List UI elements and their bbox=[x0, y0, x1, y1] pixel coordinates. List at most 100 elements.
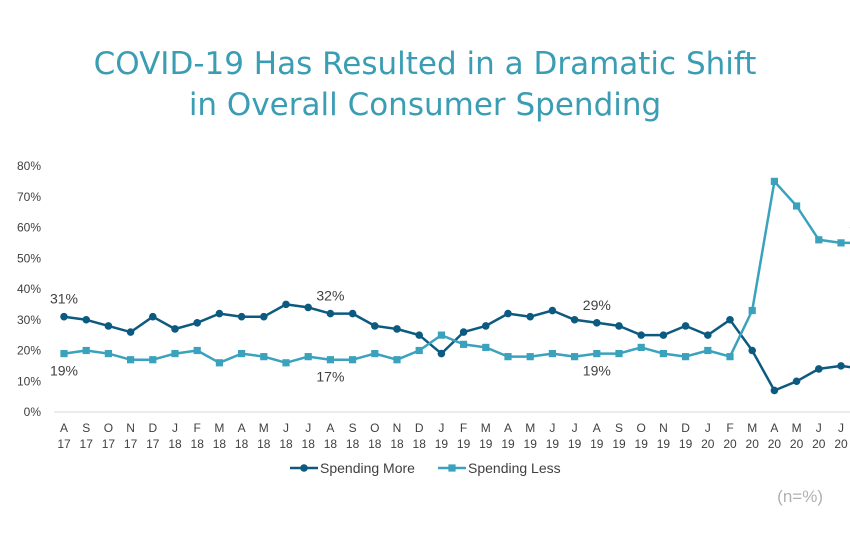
x-tick-month-label: N bbox=[659, 421, 668, 435]
x-tick-year-label: 18 bbox=[213, 437, 227, 451]
data-point-spending-more bbox=[126, 328, 135, 336]
legend-label-spending-more: Spending More bbox=[320, 460, 415, 476]
data-point-spending-less bbox=[637, 343, 645, 352]
data-point-spending-more bbox=[659, 331, 668, 339]
data-point-spending-more bbox=[704, 331, 712, 339]
x-tick-year-label: 17 bbox=[146, 437, 160, 451]
data-point-spending-more bbox=[726, 315, 734, 324]
data-point-spending-more bbox=[371, 322, 379, 330]
data-label: 32% bbox=[316, 288, 344, 304]
data-point-spending-more bbox=[282, 300, 290, 309]
x-tick-year-label: 20 bbox=[768, 437, 782, 451]
data-point-spending-more bbox=[748, 346, 756, 355]
legend-marker-spending-less bbox=[448, 464, 456, 472]
x-tick-year-label: 18 bbox=[257, 437, 271, 451]
data-point-spending-less bbox=[526, 353, 534, 361]
x-tick-month-label: J bbox=[305, 421, 311, 435]
x-tick-month-label: J bbox=[572, 421, 578, 435]
data-point-spending-less bbox=[393, 356, 401, 364]
data-point-spending-more bbox=[193, 319, 201, 327]
y-tick-label: 0% bbox=[24, 405, 42, 419]
data-point-spending-more bbox=[304, 303, 313, 312]
data-point-spending-more bbox=[393, 325, 401, 333]
x-tick-year-label: 18 bbox=[279, 437, 293, 451]
data-point-spending-more bbox=[459, 328, 468, 336]
x-tick-month-label: J bbox=[838, 421, 844, 435]
data-point-spending-more bbox=[215, 309, 224, 318]
x-tick-month-label: M bbox=[525, 421, 535, 435]
data-point-spending-less bbox=[104, 349, 112, 358]
x-tick-year-label: 20 bbox=[701, 437, 715, 451]
data-point-spending-less bbox=[593, 349, 601, 358]
x-tick-year-label: 19 bbox=[590, 437, 604, 451]
x-tick-month-label: J bbox=[705, 421, 711, 435]
data-point-spending-less bbox=[82, 346, 90, 355]
x-tick-month-label: A bbox=[326, 421, 334, 435]
x-tick-month-label: A bbox=[60, 421, 68, 435]
x-tick-year-label: 19 bbox=[657, 437, 671, 451]
x-tick-month-label: F bbox=[194, 421, 201, 435]
x-tick-month-label: O bbox=[104, 421, 113, 435]
x-tick-year-label: 19 bbox=[524, 437, 538, 451]
data-point-spending-less bbox=[837, 239, 845, 247]
x-tick-month-label: S bbox=[82, 421, 90, 435]
x-tick-month-label: N bbox=[126, 421, 135, 435]
x-tick-year-label: 19 bbox=[457, 437, 471, 451]
x-tick-year-label: 19 bbox=[568, 437, 582, 451]
data-point-spending-more bbox=[681, 322, 690, 330]
chart-title: COVID-19 Has Resulted in a Dramatic Shif… bbox=[0, 44, 850, 126]
data-point-spending-less bbox=[349, 356, 357, 364]
x-tick-year-label: 18 bbox=[346, 437, 360, 451]
y-tick-label: 60% bbox=[17, 221, 41, 235]
y-tick-label: 30% bbox=[17, 313, 41, 327]
data-point-spending-more bbox=[837, 362, 845, 370]
x-tick-year-label: 18 bbox=[324, 437, 338, 451]
x-tick-month-label: D bbox=[415, 421, 424, 435]
data-point-spending-more bbox=[104, 322, 113, 330]
x-tick-month-label: M bbox=[481, 421, 491, 435]
x-tick-month-label: M bbox=[747, 421, 757, 435]
data-point-spending-less bbox=[415, 346, 423, 355]
x-tick-month-label: J bbox=[816, 421, 822, 435]
legend-label-spending-less: Spending Less bbox=[468, 460, 561, 476]
data-point-spending-less bbox=[482, 343, 490, 352]
data-point-spending-more bbox=[149, 312, 157, 321]
x-tick-month-label: J bbox=[172, 421, 178, 435]
data-point-spending-less bbox=[437, 331, 445, 339]
x-tick-year-label: 18 bbox=[168, 437, 182, 451]
data-point-spending-more bbox=[615, 322, 623, 330]
x-tick-year-label: 19 bbox=[679, 437, 693, 451]
x-tick-year-label: 19 bbox=[479, 437, 493, 451]
x-tick-year-label: 20 bbox=[812, 437, 826, 451]
x-tick-year-label: 17 bbox=[124, 437, 138, 451]
data-point-spending-more bbox=[770, 386, 779, 395]
x-tick-month-label: J bbox=[283, 421, 289, 435]
data-point-spending-more bbox=[526, 312, 534, 321]
data-point-spending-less bbox=[193, 346, 201, 355]
data-point-spending-less bbox=[238, 349, 246, 358]
y-tick-label: 20% bbox=[17, 344, 41, 358]
x-tick-month-label: M bbox=[259, 421, 269, 435]
data-point-spending-less bbox=[659, 349, 667, 358]
series-line-spending-less bbox=[63, 180, 850, 365]
data-point-spending-less bbox=[748, 306, 756, 315]
x-tick-month-label: F bbox=[726, 421, 733, 435]
data-point-spending-more bbox=[437, 349, 446, 358]
data-point-spending-less bbox=[171, 349, 179, 358]
data-point-spending-less bbox=[149, 356, 157, 364]
x-tick-month-label: M bbox=[214, 421, 224, 435]
data-point-spending-more bbox=[637, 331, 645, 339]
data-label: 19% bbox=[583, 363, 611, 379]
x-tick-month-label: J bbox=[438, 421, 444, 435]
data-point-spending-less bbox=[704, 346, 712, 355]
x-tick-year-label: 18 bbox=[235, 437, 249, 451]
x-tick-year-label: 20 bbox=[723, 437, 737, 451]
data-point-spending-less bbox=[260, 353, 268, 361]
x-tick-year-label: 20 bbox=[790, 437, 804, 451]
x-tick-month-label: S bbox=[615, 421, 623, 435]
x-tick-year-label: 17 bbox=[57, 437, 71, 451]
x-tick-month-label: A bbox=[238, 421, 246, 435]
chart-title-line-1: COVID-19 Has Resulted in a Dramatic Shif… bbox=[93, 46, 757, 82]
x-tick-month-label: J bbox=[549, 421, 555, 435]
